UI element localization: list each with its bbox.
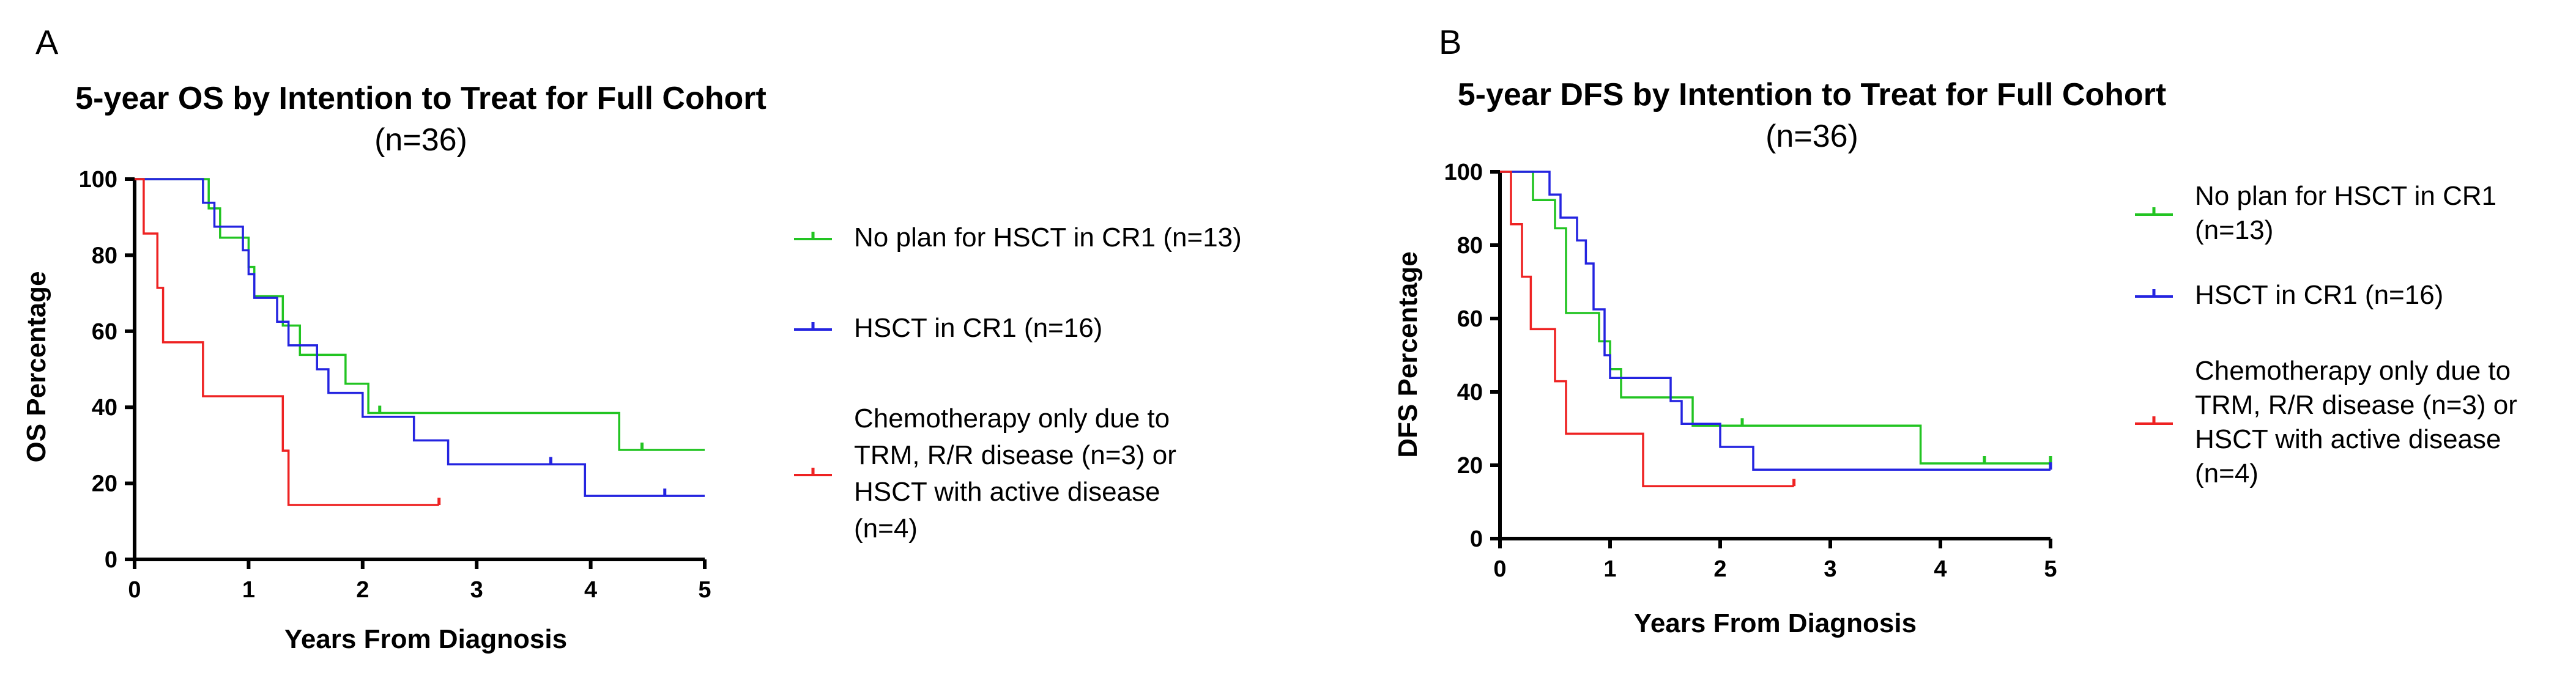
series-line-2	[1500, 171, 2051, 471]
legend-label: HSCT in CR1 (n=16)	[2195, 280, 2443, 310]
legend-label: HSCT in CR1 (n=16)	[854, 313, 1102, 343]
x-tick-label: 2	[1713, 556, 1726, 582]
panel-label: A	[35, 23, 59, 61]
x-tick-label: 1	[242, 577, 255, 603]
chart-title: 5-year DFS by Intention to Treat for Ful…	[1458, 77, 2167, 112]
legend: No plan for HSCT in CR1 (n=13) HSCT in CR1…	[2135, 181, 2517, 488]
x-tick-label: 5	[2044, 556, 2057, 582]
x-tick-label: 0	[1493, 556, 1506, 582]
panel-a: A 5-year OS by Intention to Treat for Fu…	[21, 23, 1242, 654]
y-axis-label: DFS Percentage	[1393, 251, 1423, 457]
y-tick-label: 80	[92, 243, 117, 268]
x-axis-label: Years From Diagnosis	[284, 624, 567, 654]
legend-label: HSCT with active disease	[2195, 424, 2501, 454]
legend-label: No plan for HSCT in CR1 (n=13)	[854, 223, 1242, 252]
legend-label: (n=4)	[2195, 459, 2259, 488]
y-axis-label: OS Percentage	[21, 271, 51, 462]
x-axis-label: Years From Diagnosis	[1634, 608, 1917, 638]
x-tick-label: 4	[584, 577, 597, 603]
legend-label: (n=13)	[2195, 215, 2273, 245]
chart-subtitle: (n=36)	[374, 122, 467, 158]
y-tick-label: 100	[79, 167, 117, 193]
series-line-1	[1500, 171, 2051, 465]
x-tick-label: 2	[356, 577, 369, 603]
series-line-3	[135, 178, 439, 506]
y-tick-label: 0	[105, 547, 117, 573]
chart-title: 5-year OS by Intention to Treat for Full…	[75, 81, 766, 116]
y-tick-label: 40	[92, 395, 117, 421]
y-tick-label: 20	[1457, 453, 1483, 479]
x-tick-label: 3	[1824, 556, 1836, 582]
legend-label: TRM, R/R disease (n=3) or	[2195, 390, 2517, 420]
panel-label: B	[1439, 23, 1461, 61]
legend: No plan for HSCT in CR1 (n=13) HSCT in CR…	[794, 223, 1242, 544]
x-tick-label: 5	[698, 577, 711, 603]
panel-b: B 5-year DFS by Intention to Treat for F…	[1393, 23, 2517, 638]
legend-label: Chemotherapy only due to	[2195, 356, 2511, 386]
y-tick-label: 80	[1457, 233, 1483, 259]
plot-area: 0 20 40 60 80 100 0 1 2 3 4 5	[1444, 160, 2057, 582]
legend-label: HSCT with active disease	[854, 477, 1160, 507]
y-tick-label: 100	[1444, 160, 1483, 185]
y-tick-label: 60	[1457, 306, 1483, 332]
x-tick-label: 3	[470, 577, 483, 603]
y-tick-label: 60	[92, 319, 117, 345]
legend-label: No plan for HSCT in CR1	[2195, 181, 2496, 211]
x-tick-label: 1	[1603, 556, 1616, 582]
chart-subtitle: (n=36)	[1765, 119, 1858, 154]
legend-label: TRM, R/R disease (n=3) or	[854, 440, 1176, 470]
series-line-1	[135, 178, 705, 451]
x-tick-label: 4	[1934, 556, 1947, 582]
plot-area: 0 20 40 60 80 100 0 1 2 3 4 5	[79, 167, 711, 603]
y-tick-label: 0	[1470, 526, 1483, 552]
x-tick-label: 0	[128, 577, 141, 603]
series-line-2	[135, 178, 705, 497]
y-tick-label: 20	[92, 471, 117, 497]
y-tick-label: 40	[1457, 380, 1483, 405]
legend-label: Chemotherapy only due to	[854, 403, 1170, 433]
series-line-3	[1500, 171, 1794, 487]
legend-label: (n=4)	[854, 514, 918, 544]
